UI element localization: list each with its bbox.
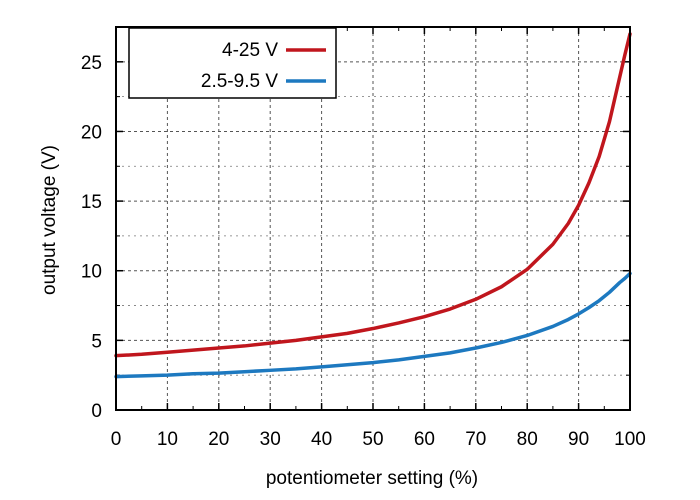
- series-line-1: [114, 271, 632, 379]
- legend-box: [128, 27, 337, 99]
- plot-frame: [115, 26, 631, 411]
- x-tick-label: 20: [208, 429, 229, 450]
- y-tick-label: 10: [81, 262, 102, 283]
- x-tick-label: 40: [311, 429, 332, 450]
- y-tick-label: 15: [81, 192, 102, 213]
- y-tick-label: 20: [81, 122, 102, 143]
- legend: 4-25 V 2.5-9.5 V: [128, 27, 337, 99]
- y-axis-title: output voltage (V): [39, 145, 60, 295]
- x-tick-label: 10: [157, 429, 178, 450]
- chart-series: [114, 32, 632, 379]
- x-tick-label: 90: [568, 429, 589, 450]
- x-tick-label: 70: [465, 429, 486, 450]
- series-line-0: [114, 32, 632, 358]
- x-tick-label: 100: [614, 429, 646, 450]
- x-tick-label: 30: [260, 429, 281, 450]
- y-tick-label: 0: [91, 401, 102, 422]
- legend-label-1: 2.5-9.5 V: [201, 71, 278, 92]
- x-tick-label: 60: [414, 429, 435, 450]
- y-tick-label: 25: [81, 53, 102, 74]
- y-tick-label: 5: [91, 331, 102, 352]
- x-tick-label: 50: [362, 429, 383, 450]
- chart-ticks: 0 10 20 30 40 50 60 70 80 90 100 0 5 10 15 20 25: [81, 27, 646, 450]
- x-tick-label: 0: [111, 429, 122, 450]
- x-axis-title: potentiometer setting (%): [266, 468, 478, 489]
- x-tick-label: 80: [517, 429, 538, 450]
- legend-label-0: 4-25 V: [222, 40, 278, 61]
